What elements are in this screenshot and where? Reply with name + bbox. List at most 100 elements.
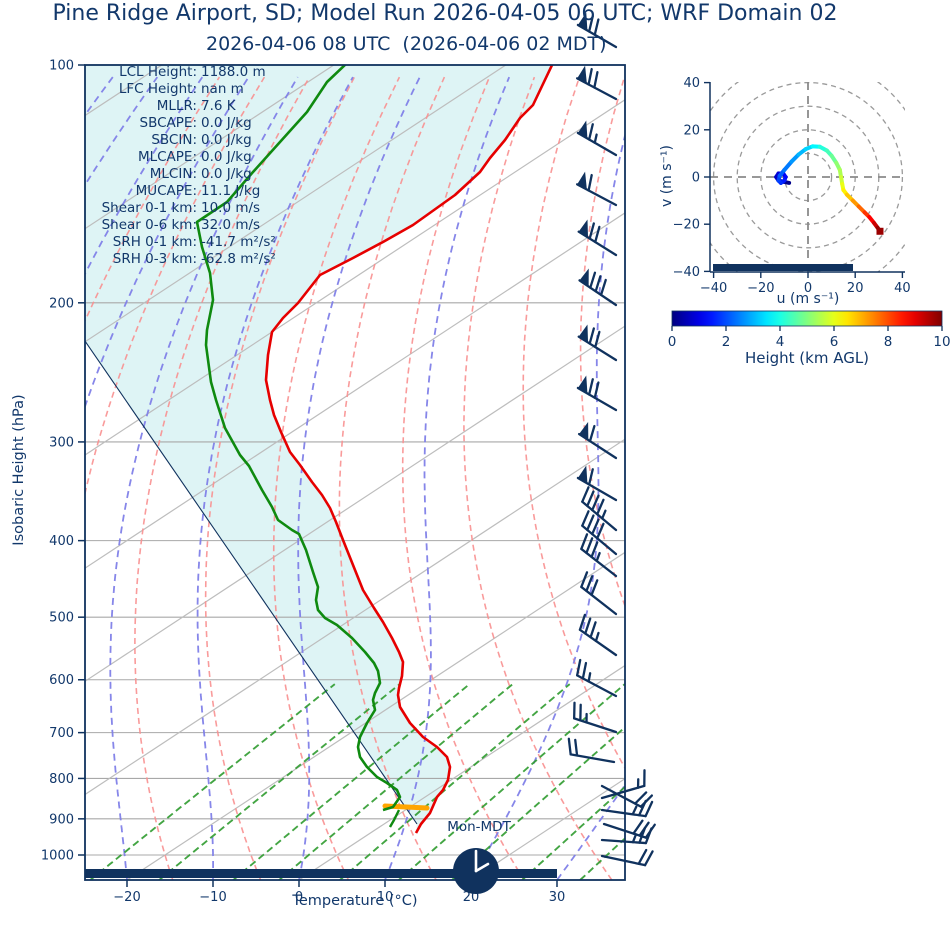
stat-value: -41.7 m²/s² bbox=[201, 234, 276, 250]
wind-barb-icon bbox=[581, 486, 618, 532]
stat-value: nan m bbox=[201, 81, 244, 97]
tick-label: −40 bbox=[700, 281, 727, 296]
clock-label: Mon-MDT bbox=[447, 819, 511, 835]
tick-label: 700 bbox=[49, 726, 74, 741]
tick-label: 10 bbox=[377, 890, 394, 905]
tick-label: 300 bbox=[49, 435, 74, 450]
stat-value: 7.6 K bbox=[201, 98, 236, 114]
parcel-trace bbox=[85, 340, 418, 825]
mixing-ratio-line bbox=[89, 683, 336, 880]
tick-label: 20 bbox=[847, 281, 864, 296]
tick-label: 40 bbox=[894, 281, 911, 296]
stat-label: MLCAPE: bbox=[137, 149, 197, 165]
stat-value: 0.0 J/kg bbox=[201, 132, 252, 148]
clock-icon bbox=[453, 848, 499, 894]
valid-time-subtitle: 2026-04-06 08 UTC (2026-04-06 02 MDT) bbox=[206, 33, 607, 55]
hodograph-top-marker bbox=[876, 227, 884, 235]
wind-barb-icon bbox=[600, 769, 646, 800]
dry-adiabat-line bbox=[338, 76, 446, 880]
skewt-plot-area bbox=[85, 65, 950, 880]
tick-label: 10 bbox=[933, 334, 950, 350]
tick-label: 1000 bbox=[41, 849, 74, 864]
stat-label: MLCIN: bbox=[149, 166, 197, 182]
stat-row: LCL Height: 1188.0 m bbox=[85, 64, 276, 81]
stat-row: Shear 0-1 km: 10.0 m/s bbox=[85, 200, 276, 217]
tick-label: 800 bbox=[49, 772, 74, 787]
dewpoint-curve bbox=[195, 65, 402, 812]
stat-value: -62.8 m²/s² bbox=[201, 251, 276, 267]
stat-row: Shear 0-6 km: 32.0 m/s bbox=[85, 217, 276, 234]
wind-barb-icon bbox=[577, 219, 618, 257]
dry-adiabat-line bbox=[134, 76, 311, 880]
stat-value: 32.0 m/s bbox=[201, 217, 261, 233]
stat-label: MUCAPE: bbox=[135, 183, 197, 199]
isotherm-line bbox=[85, 99, 625, 456]
stat-label: Shear 0-1 km: bbox=[101, 200, 197, 216]
hodograph-surface-bar bbox=[713, 264, 853, 271]
dry-adiabat-line bbox=[522, 76, 625, 770]
mixing-ratio-line bbox=[339, 683, 571, 880]
dewpoint-surface-stub bbox=[388, 809, 401, 828]
dry-adiabat-line bbox=[463, 76, 613, 880]
isotherm-line bbox=[85, 438, 625, 796]
mixing-ratio-line bbox=[521, 785, 625, 880]
tick-label: −20 bbox=[113, 890, 140, 905]
stat-label: SRH 0-1 km: bbox=[112, 234, 197, 250]
stat-value: 0.0 J/kg bbox=[201, 115, 252, 131]
tick-label: 30 bbox=[549, 890, 566, 905]
stat-label: MLLR: bbox=[156, 98, 197, 114]
stat-value: 1188.0 m bbox=[201, 64, 266, 80]
stat-row: MLLR: 7.6 K bbox=[85, 98, 276, 115]
wind-barb-icon bbox=[576, 120, 618, 157]
isotherm-line bbox=[298, 664, 625, 880]
isotherm-line bbox=[126, 551, 625, 880]
stat-row: SRH 0-3 km: -62.8 m²/s² bbox=[85, 251, 276, 268]
dry-adiabat-line bbox=[204, 76, 356, 880]
wind-barb-icon bbox=[576, 65, 618, 101]
tick-label: 6 bbox=[830, 334, 839, 350]
tick-label: 2 bbox=[722, 334, 731, 350]
dry-adiabat-line bbox=[743, 77, 950, 880]
tick-label: 8 bbox=[884, 334, 893, 350]
tick-label: 0 bbox=[668, 334, 677, 350]
wind-barb-icon bbox=[567, 737, 616, 764]
stat-row: LFC Height: nan m bbox=[85, 81, 276, 98]
wind-barb-icon bbox=[576, 658, 618, 698]
moist-adiabat-line bbox=[196, 76, 354, 880]
temperature-axis-label: Temperature (°C) bbox=[292, 893, 418, 909]
stat-label: SBCAPE: bbox=[139, 115, 197, 131]
moist-adiabat-line bbox=[470, 132, 625, 880]
isotherm-line bbox=[85, 65, 335, 230]
moist-adiabat-line bbox=[384, 76, 511, 880]
dry-adiabat-line bbox=[690, 77, 950, 880]
isotherm-line bbox=[85, 212, 625, 569]
wind-barb-icon bbox=[600, 826, 653, 845]
figure-title: Pine Ridge Airport, SD; Model Run 2026-0… bbox=[52, 1, 838, 26]
stat-row: MUCAPE: 11.1 J/kg bbox=[85, 183, 276, 200]
moist-adiabat-line bbox=[297, 76, 421, 880]
tick-label: 0 bbox=[804, 281, 812, 296]
wind-barb-icon bbox=[581, 510, 618, 556]
cape-shading bbox=[85, 65, 553, 833]
tick-label: 40 bbox=[683, 76, 700, 91]
tick-label: −20 bbox=[747, 281, 774, 296]
wind-barb-icon bbox=[576, 465, 618, 502]
wind-barb-icon bbox=[576, 171, 618, 207]
wind-barb-icon bbox=[580, 533, 618, 578]
wind-barbs-group bbox=[567, 12, 656, 867]
stat-label: SRH 0-3 km: bbox=[112, 251, 197, 267]
wind-barb-icon bbox=[573, 701, 618, 734]
dry-adiabat-line bbox=[794, 77, 950, 880]
stat-value: 10.0 m/s bbox=[201, 200, 261, 216]
tick-label: 600 bbox=[49, 673, 74, 688]
hodograph-inset: −40 −20 0 20 40 −40 −20 0 20 40 bbox=[673, 76, 911, 296]
hodograph-v-axis-label: v (m s⁻¹) bbox=[659, 144, 675, 208]
tick-label: 100 bbox=[49, 59, 74, 74]
tick-label: −20 bbox=[673, 218, 700, 233]
tick-label: 0 bbox=[295, 890, 303, 905]
tick-label: 200 bbox=[49, 296, 74, 311]
tick-label: 500 bbox=[49, 611, 74, 626]
height-colorbar: 0 2 4 6 8 10 bbox=[668, 310, 950, 350]
